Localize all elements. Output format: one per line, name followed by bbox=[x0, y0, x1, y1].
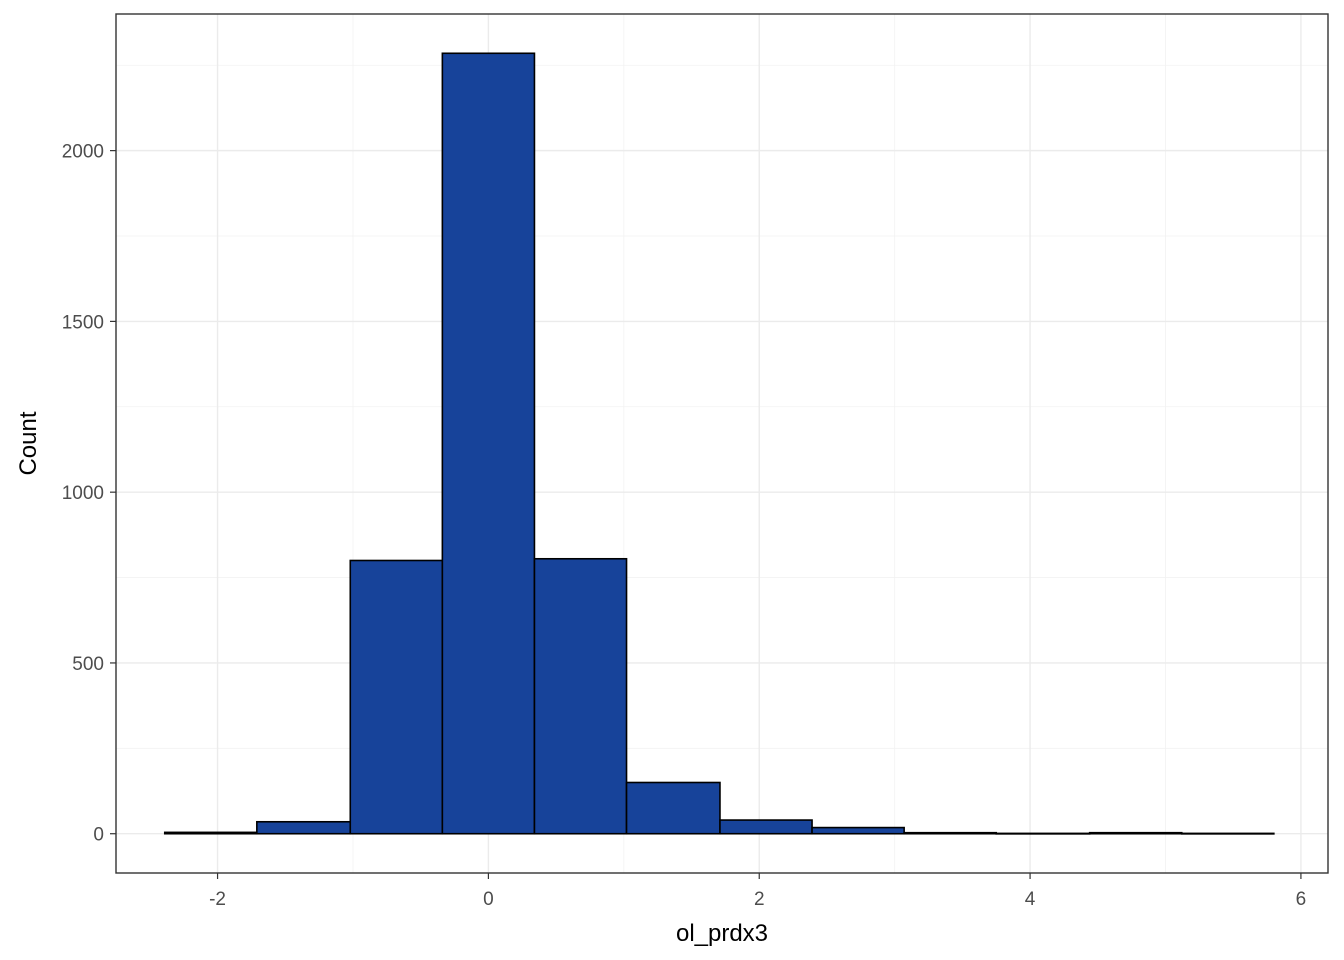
x-tick-label: 6 bbox=[1296, 889, 1307, 910]
histogram-bar bbox=[995, 832, 1091, 835]
y-tick-label: 1000 bbox=[62, 483, 104, 504]
histogram-bar bbox=[349, 559, 444, 835]
y-tick-label: 2000 bbox=[62, 142, 104, 163]
histogram-bar bbox=[1088, 831, 1183, 835]
histogram-bar bbox=[533, 557, 628, 835]
histogram-bar bbox=[441, 52, 536, 835]
histogram-bar bbox=[1180, 832, 1275, 835]
y-axis: 0 500 1000 1500 2000 bbox=[62, 142, 116, 846]
histogram-bar bbox=[903, 831, 998, 835]
x-tick-label: 4 bbox=[1025, 889, 1036, 910]
x-tick-label: 2 bbox=[754, 889, 765, 910]
x-tick-label: -2 bbox=[209, 889, 226, 910]
histogram-bar bbox=[811, 826, 905, 835]
histogram-bar bbox=[625, 781, 721, 835]
x-tick-label: 0 bbox=[483, 889, 494, 910]
y-tick-label: 500 bbox=[72, 654, 104, 675]
x-axis: -2 0 2 4 6 bbox=[209, 873, 1306, 910]
y-tick-label: 0 bbox=[93, 825, 104, 846]
histogram-bars bbox=[163, 52, 1275, 835]
y-tick-label: 1500 bbox=[62, 312, 104, 333]
histogram-bar bbox=[256, 820, 352, 835]
x-axis-title: ol_prdx3 bbox=[676, 920, 768, 947]
y-axis-title: Count bbox=[15, 411, 42, 475]
panel-border bbox=[115, 13, 1329, 874]
histogram-bar bbox=[719, 819, 813, 835]
histogram-bar bbox=[163, 831, 258, 835]
